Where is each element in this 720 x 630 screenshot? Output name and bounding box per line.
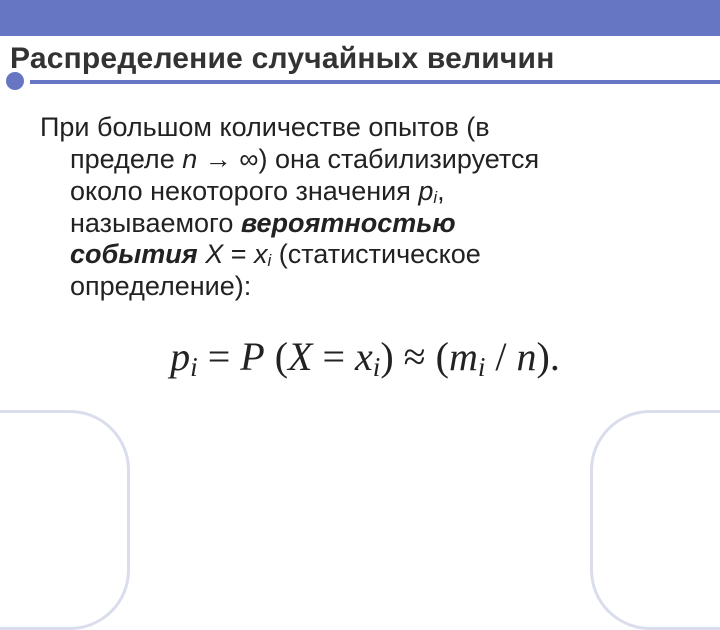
p-line2b: → ∞) она стабилизируется bbox=[197, 144, 539, 174]
header-band bbox=[0, 0, 720, 36]
decor-corner-right bbox=[590, 410, 720, 630]
page-title: Распределение случайных величин bbox=[10, 42, 555, 76]
p-line4a: называемого bbox=[70, 208, 241, 238]
decor-corner-left bbox=[0, 410, 130, 630]
term-prob: вероятностью bbox=[241, 208, 456, 238]
f-m: m bbox=[449, 334, 478, 379]
p-eq: = bbox=[223, 239, 254, 269]
f-X: X bbox=[288, 334, 312, 379]
body-area: При большом количестве опытов (в пределе… bbox=[0, 84, 720, 403]
f-rpar2: ) bbox=[537, 334, 550, 379]
f-eq2: = bbox=[312, 334, 355, 379]
p-line6: определение): bbox=[70, 271, 251, 301]
f-rpar: ) bbox=[380, 334, 403, 379]
underline-bar bbox=[30, 80, 720, 84]
formula: pi = P (X = xi) ≈ (mi / n). bbox=[170, 334, 560, 379]
title-underline bbox=[0, 78, 720, 84]
term-event: события bbox=[70, 239, 198, 269]
var-p: р bbox=[418, 176, 433, 206]
var-n: n bbox=[182, 144, 197, 174]
f-eq1: = bbox=[198, 334, 241, 379]
title-row: Распределение случайных величин bbox=[0, 36, 720, 78]
f-psub: i bbox=[190, 352, 198, 382]
bullet-dot-icon bbox=[6, 72, 24, 90]
p-line3tail: , bbox=[437, 176, 445, 206]
f-p: p bbox=[170, 334, 190, 379]
f-approx: ≈ bbox=[404, 334, 426, 379]
f-dot: . bbox=[550, 334, 560, 379]
p-line3a: около некоторого значения bbox=[70, 176, 418, 206]
f-x: x bbox=[355, 334, 373, 379]
f-lpar2: ( bbox=[426, 334, 449, 379]
f-lpar: ( bbox=[265, 334, 288, 379]
f-P: P bbox=[240, 334, 264, 379]
var-X: X bbox=[205, 239, 223, 269]
f-slash: / bbox=[485, 334, 516, 379]
p-line1: При большом количестве опытов (в bbox=[40, 112, 490, 142]
formula-area: pi = P (X = xi) ≈ (mi / n). bbox=[40, 333, 690, 383]
p-line2a: пределе bbox=[70, 144, 182, 174]
p-line5tail: (статистическое bbox=[271, 239, 481, 269]
f-n: n bbox=[517, 334, 537, 379]
body-paragraph: При большом количестве опытов (в пределе… bbox=[40, 112, 690, 303]
var-x: x bbox=[254, 239, 268, 269]
